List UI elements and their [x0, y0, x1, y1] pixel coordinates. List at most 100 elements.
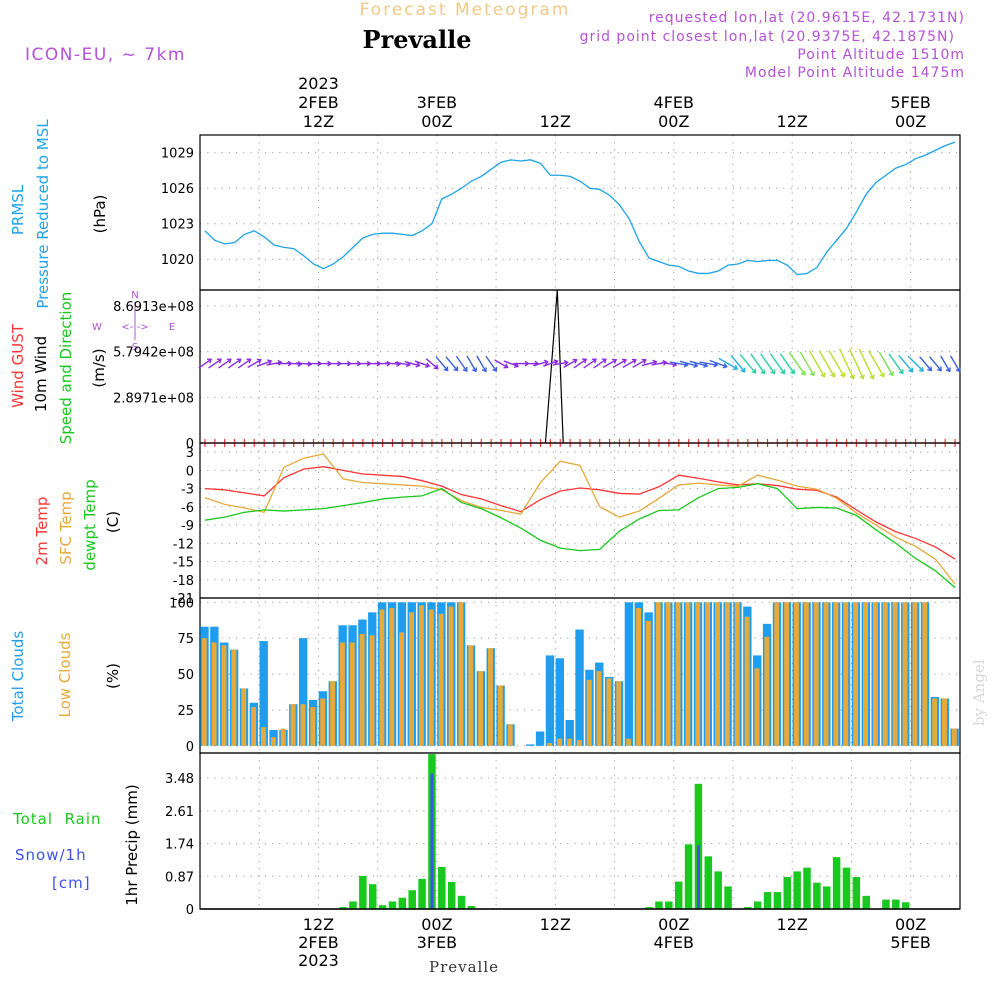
top-axis-label: 5FEB	[890, 93, 930, 112]
low-cloud-bar	[626, 738, 632, 746]
rain-bar	[684, 844, 693, 909]
wind-arrow	[848, 348, 864, 379]
temperature-ytick-label: -12	[173, 537, 194, 552]
wind-ytick-label: 0	[186, 437, 194, 452]
low-cloud-bar	[951, 728, 957, 746]
wind-arrow-head	[927, 366, 933, 372]
precip-panel: 0 0.87 1.74 2.61 3.48	[165, 752, 961, 918]
compass-south: S	[132, 342, 138, 353]
low-cloud-bar	[803, 602, 809, 746]
wind-arrow-head	[800, 370, 806, 376]
rain-bar	[744, 907, 752, 909]
rain-bar	[655, 901, 663, 909]
low-cloud-bar	[764, 636, 770, 746]
wind-arrow	[435, 356, 449, 371]
low-cloud-bar	[310, 707, 316, 746]
wind-arrow	[760, 353, 775, 374]
low-cloud-bar	[853, 602, 859, 746]
compass-north: N	[131, 290, 138, 301]
rain-bar	[418, 878, 426, 909]
precip-ytick-label: 0	[186, 903, 194, 918]
wind-arrow-head	[433, 364, 439, 370]
low-cloud-bar	[754, 668, 760, 746]
rain-bar	[674, 881, 683, 909]
wind-arrow-head	[770, 369, 776, 375]
wind-arrow	[414, 360, 430, 367]
model-label: ICON-EU, ~ 7km	[25, 45, 186, 65]
top-axis-label: 2023	[298, 74, 339, 93]
rain-bar	[832, 857, 841, 909]
wind-arrow	[769, 353, 785, 374]
low-cloud-bar	[349, 642, 355, 746]
wind-arrow	[533, 360, 548, 367]
low-cloud-bar	[428, 609, 434, 746]
low-clouds-label: Low Clouds	[56, 632, 74, 717]
wind-arrow	[838, 348, 855, 379]
rain-bar	[823, 886, 831, 909]
rain-bar	[842, 867, 851, 909]
temperature-ytick-label: -6	[181, 501, 194, 516]
pressure-ytick-label: 1026	[161, 182, 194, 197]
rain-bar	[882, 899, 890, 909]
temp-unit-label: (C)	[104, 511, 122, 533]
pressure-frame	[199, 134, 961, 291]
wind-arrow-head	[693, 362, 699, 369]
temperature-ytick-label: -3	[181, 483, 194, 498]
low-cloud-bar	[566, 738, 572, 746]
bottom-axis-label: 00Z	[895, 915, 926, 934]
wind-arrow	[286, 362, 302, 365]
wind-gust-label: Wind GUST	[9, 323, 27, 408]
wind-arrow-head	[471, 367, 478, 373]
wind-arrow-head	[572, 358, 578, 364]
wind-arrow-head	[425, 362, 431, 368]
bottom-axis-label: 12Z	[777, 915, 808, 934]
wind-arrow-head	[582, 358, 588, 364]
low-cloud-bar	[655, 602, 661, 746]
wind-arrow-head	[918, 366, 924, 372]
bottom-axis-label: 00Z	[421, 915, 452, 934]
low-cloud-bar	[892, 602, 898, 746]
wind-arrow-head	[503, 363, 509, 369]
low-cloud-bar	[793, 602, 799, 746]
precip-ytick-label: 2.61	[165, 805, 194, 820]
wind-arrow-head	[621, 358, 628, 364]
wind-arrow	[929, 356, 942, 371]
temp-line-2	[204, 483, 956, 589]
rain-bar	[368, 884, 377, 909]
wind-arrow	[888, 353, 904, 374]
wind-arrow-head	[790, 369, 795, 375]
total-cloud-bar	[545, 655, 555, 746]
pressure-labels: PRMSL Pressure Reduced to MSL (hPa)	[9, 119, 109, 309]
wind-arrow	[218, 358, 232, 369]
low-cloud-bar	[912, 602, 918, 746]
wind-frame	[199, 289, 961, 444]
wind-compass: N S W E <- ->	[92, 290, 175, 353]
temperature-ytick-label: 3	[186, 446, 194, 461]
wind-arrow	[593, 358, 607, 369]
wind-arrow-head	[760, 369, 766, 375]
temperature-panel: -21 -18 -15 -12 -9 -6 -3 0 3	[173, 442, 961, 607]
top-axis-label: 12Z	[303, 112, 334, 131]
snow-unit-label: [cm]	[52, 874, 91, 892]
rain-bar	[724, 886, 732, 909]
compass-east: E	[169, 322, 175, 333]
temp-line-1	[204, 453, 956, 585]
temp-2m-label: 2m Temp	[33, 497, 51, 566]
bottom-axis-label: 2FEB	[298, 933, 338, 952]
wind-arrow	[384, 362, 401, 365]
rain-bar	[783, 877, 792, 909]
total-cloud-bar	[575, 629, 584, 746]
low-cloud-bar	[231, 649, 237, 746]
top-axis-label: 2FEB	[298, 93, 338, 112]
temp-line-0	[204, 466, 956, 560]
wind-labels: Wind GUST 10m Wind Speed and Direction (…	[9, 292, 108, 445]
low-cloud-bar	[497, 685, 503, 746]
rain-bar	[467, 905, 476, 909]
clouds-ytick-label: 25	[177, 704, 194, 719]
wind-arrow-head	[820, 372, 826, 378]
low-cloud-bar	[695, 602, 701, 746]
temp-dewpt-label: dewpt Temp	[81, 479, 99, 570]
low-cloud-bar	[932, 698, 938, 746]
wind-arrow	[709, 359, 727, 368]
